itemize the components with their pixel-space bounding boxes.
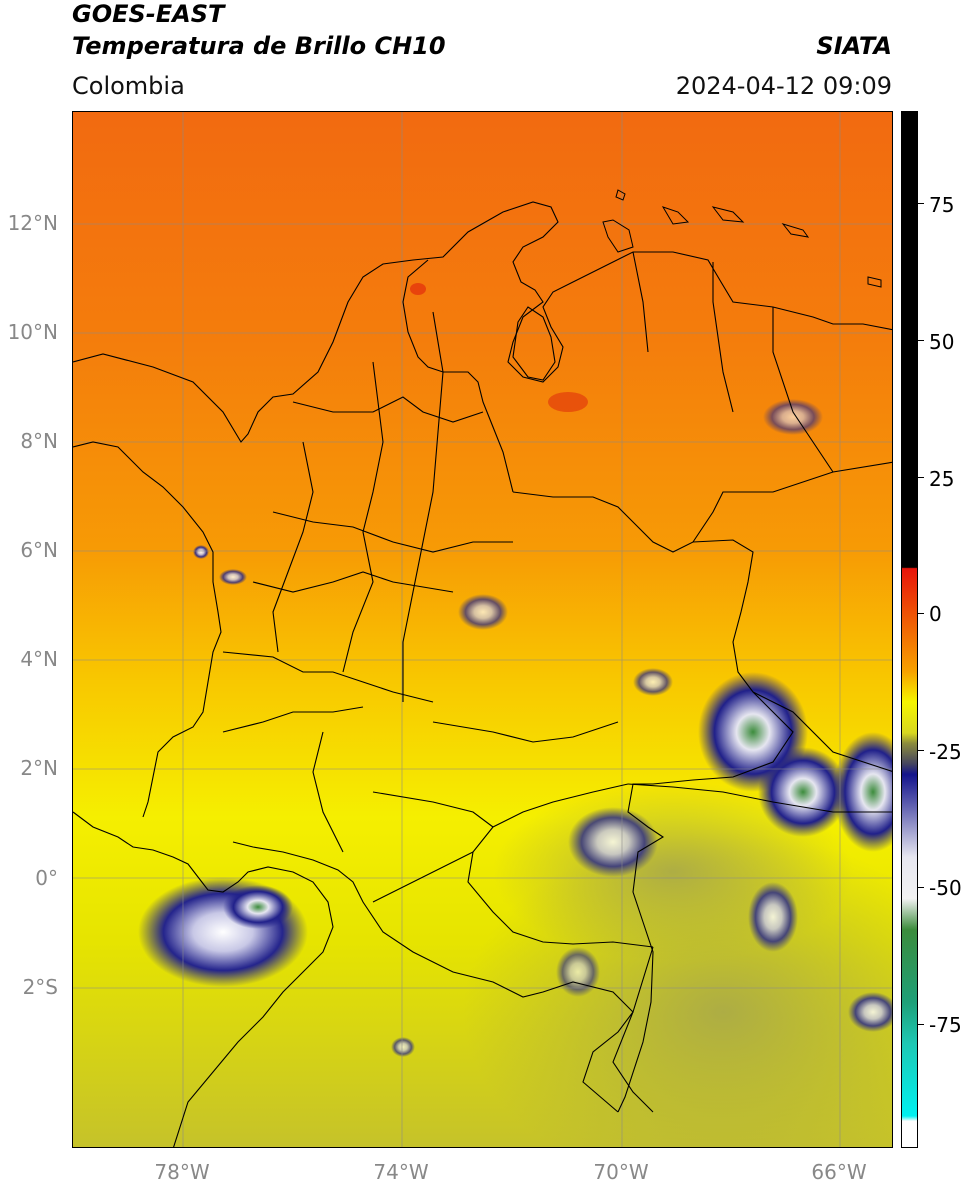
lat-tick: 12°N (7, 211, 58, 235)
colorbar-label: 50 (929, 330, 955, 354)
colorbar-label: -25 (929, 740, 962, 764)
lon-tick: 70°W (593, 1160, 649, 1184)
lon-tick: 74°W (373, 1160, 429, 1184)
cloud-cluster (219, 569, 247, 585)
colorbar-label: 75 (929, 193, 955, 217)
lake-maracaibo (512, 306, 556, 381)
warm-spot (548, 392, 588, 412)
cloud-cluster (458, 594, 508, 630)
colorbar-label: 25 (929, 467, 955, 491)
island-trinidad (867, 276, 882, 288)
lat-tick: 6°N (20, 538, 58, 562)
lat-tick: 8°N (20, 429, 58, 453)
venezuela-states (632, 251, 892, 543)
cloud-cluster (193, 545, 209, 559)
graticule (73, 112, 892, 1147)
lat-tick: 2°S (22, 975, 58, 999)
departmental-lines (222, 311, 619, 903)
title-product: Temperatura de Brillo CH10 (72, 32, 446, 60)
islands (602, 189, 882, 288)
island-margarita (711, 206, 745, 223)
cloud-cluster (391, 1037, 415, 1057)
cloud-cluster (568, 807, 658, 877)
caribbean-coast (73, 201, 892, 443)
colorbar-tick (918, 477, 924, 478)
pacific-coast (73, 811, 334, 1147)
island-curacao (602, 219, 634, 253)
colorbar-scale (902, 112, 917, 1147)
cloud-cluster (748, 882, 798, 952)
map-panel (72, 111, 893, 1148)
colorbar-label: -75 (929, 1013, 962, 1037)
lat-tick: 4°N (20, 647, 58, 671)
map-canvas (73, 112, 892, 1147)
colombia-border-south (232, 841, 634, 1113)
brazil-peru-lines (612, 691, 892, 1113)
colorbar-tick (918, 750, 924, 751)
warm-spot (410, 283, 426, 295)
title-satellite: GOES-EAST (72, 0, 225, 28)
cloud-cluster (848, 992, 892, 1032)
lon-tick: 66°W (811, 1160, 867, 1184)
colombia-border-east (512, 491, 794, 1113)
boundaries (73, 201, 892, 1147)
colorbar-label: -50 (929, 876, 962, 900)
colorbar-tick (918, 887, 924, 888)
lat-tick: 2°N (20, 756, 58, 780)
lat-tick: 0° (35, 866, 58, 890)
colorbar-tick (918, 340, 924, 341)
organization-label: SIATA (816, 32, 892, 60)
colorbar-tick (918, 203, 924, 204)
cloud-system-east (758, 747, 848, 837)
cloud-system-east (833, 732, 892, 852)
colorbar-tick (918, 613, 924, 614)
colorbar-label: 0 (929, 602, 942, 626)
colorbar-tick (918, 1024, 924, 1025)
island-bonaire (661, 206, 690, 225)
colombia-border-brazil (467, 783, 654, 948)
region-label: Colombia (72, 72, 185, 100)
cloud-cluster (763, 399, 823, 435)
cloud-cluster (633, 668, 673, 696)
lon-tick: 78°W (154, 1160, 210, 1184)
timestamp-label: 2024-04-12 09:09 (675, 72, 892, 100)
island-aruba (615, 189, 626, 201)
lat-tick: 10°N (7, 320, 58, 344)
cloud-cluster (556, 947, 600, 997)
island-small (781, 223, 810, 238)
colorbar (901, 111, 918, 1148)
cloud-core (223, 885, 293, 929)
panama-coast (73, 441, 222, 818)
